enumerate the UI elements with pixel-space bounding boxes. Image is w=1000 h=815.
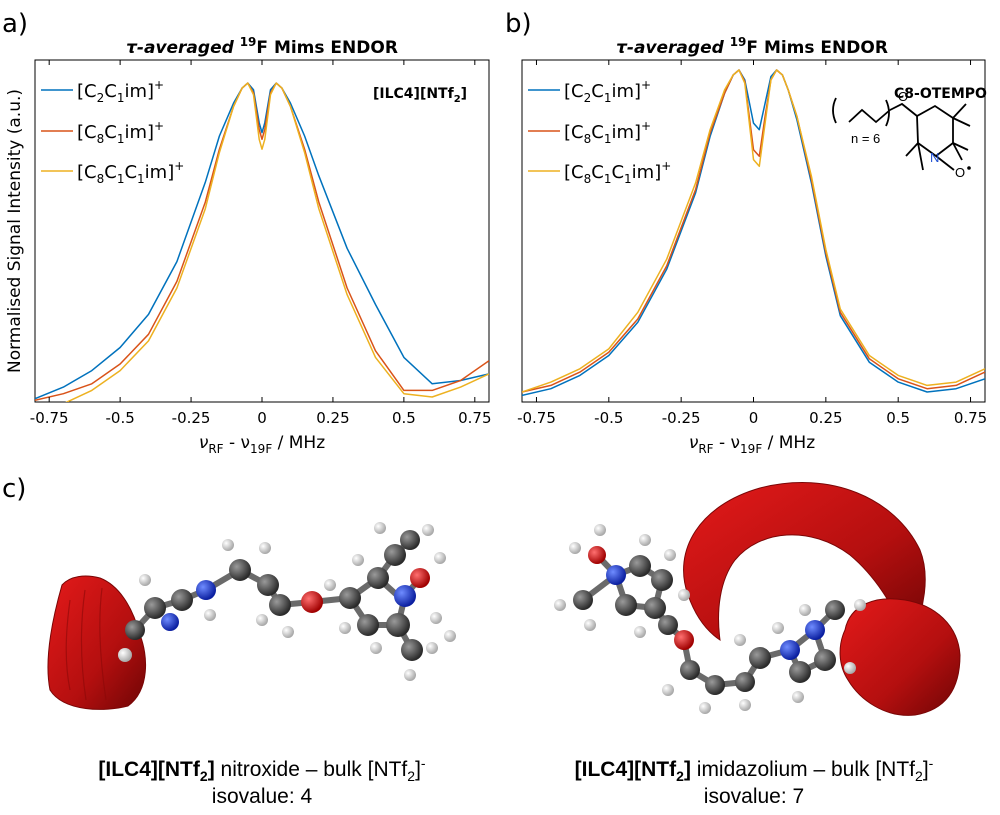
legend-a-entry-2: [C8C1im]+ (77, 119, 164, 146)
chart-b-xtick-label: 0.25 (809, 409, 842, 427)
chart-b-series-line-3 (522, 69, 985, 393)
chart-a-xtick-label: 0.75 (458, 409, 491, 427)
methyl-groups-right (952, 142, 969, 161)
atom-n: N (930, 150, 939, 165)
n-equals-label: n = 6 (851, 131, 880, 146)
molecule-right-imidazolium (554, 482, 961, 716)
chart-b-title: τ-averaged 19F Mims ENDOR (616, 35, 888, 58)
piperidine-ring (889, 102, 954, 158)
chart-b-xtick-label: -0.25 (662, 409, 701, 427)
chart-b-xlabel: νRF - ν19F / MHz (689, 433, 815, 456)
chart-a-series-line-3 (65, 82, 489, 402)
chart-a-xtick-label: 0.25 (316, 409, 349, 427)
isosurface-left-folds (65, 587, 107, 701)
chart-a-xtick-label: -0.5 (105, 409, 134, 427)
n-o-bond (935, 155, 955, 171)
chart-a-xtick-label: 0.5 (392, 409, 416, 427)
caption-right-line2: isovalue: 7 (704, 785, 804, 808)
chart-b-xtick-label: 0.5 (886, 409, 910, 427)
methyl-groups-left (905, 103, 971, 171)
isosurface-left (47, 575, 147, 710)
chart-a-title: τ-averaged 19F Mims ENDOR (126, 35, 398, 58)
panel-label-b: b) (505, 9, 532, 39)
chart-b-xtick-label: -0.5 (594, 409, 623, 427)
bracket-right (885, 99, 890, 127)
legend-a-entry-1: [C2C1im]+ (77, 78, 164, 105)
chart-a-annotation: [ILC4][NTf2] (373, 86, 467, 105)
chart-b-series (522, 69, 985, 397)
chart-b-series-line-2 (522, 69, 985, 393)
legend-b-entry-3: [C8C1C1im]+ (564, 159, 671, 186)
chart-b-frame (521, 59, 986, 403)
chart-a-series-line-1 (35, 82, 489, 400)
c8-otempo-structure (832, 97, 971, 171)
chart-a-xtick-label: -0.25 (172, 409, 211, 427)
chart-b-series-line-1 (522, 69, 985, 397)
chart-a-xtick-label: 0 (257, 409, 267, 427)
bracket-left (832, 97, 837, 124)
chart-b-xtick-label: 0 (749, 409, 759, 427)
legend-b-entry-1: [C2C1im]+ (564, 78, 651, 105)
chart-panel-a: τ-averaged 19F Mims ENDOR -0.75 -0.5 -0.25… (5, 35, 492, 456)
chart-a-legend: [C2C1im]+ [C8C1im]+ [C8C1C1im]+ (41, 78, 184, 186)
legend-a-entry-3: [C8C1C1im]+ (77, 159, 184, 186)
chart-a-ylabel: Normalised Signal Intensity (a.u.) (5, 89, 25, 373)
caption-left-line1: [ILC4][NTf2] nitroxide – bulk [NTf2]- (98, 755, 426, 784)
chart-b-xtick-label: -0.75 (517, 409, 556, 427)
chart-a-xlabel: νRF - ν19F / MHz (199, 433, 325, 456)
chart-a-xticks: -0.75 -0.5 -0.25 0 0.25 0.5 0.75 (30, 60, 492, 427)
chart-a-frame (34, 59, 490, 403)
alkyl-chain (848, 108, 891, 124)
panel-label-a: a) (2, 9, 28, 39)
caption-left-line2: isovalue: 4 (212, 785, 313, 808)
chart-a-series-line-2 (35, 82, 489, 402)
panel-label-c: c) (2, 474, 26, 504)
atom-o-radical: O (955, 165, 965, 180)
atoms-right (554, 524, 866, 714)
chart-b-xticks: -0.75 -0.5 -0.25 0 0.25 0.5 0.75 (517, 60, 987, 427)
chart-b-annotation: C8-OTEMPO (894, 86, 987, 102)
chart-panel-b: τ-averaged 19F Mims ENDOR -0.75 -0.5 -0.25… (517, 35, 987, 456)
chart-a-series (35, 82, 489, 402)
chart-b-legend: [C2C1im]+ [C8C1im]+ [C8C1C1im]+ (528, 78, 671, 186)
isosurface-right-lobe (839, 598, 961, 716)
chart-b-xtick-label: 0.75 (954, 409, 987, 427)
atoms-left (118, 522, 456, 681)
atom-o-ether: O (898, 89, 908, 104)
radical-dot (967, 166, 971, 170)
legend-b-entry-2: [C8C1im]+ (564, 119, 651, 146)
chart-a-xtick-label: -0.75 (30, 409, 69, 427)
caption-right-line1: [ILC4][NTf2] imidazolium – bulk [NTf2]- (575, 755, 934, 784)
molecule-left-nitroxide (47, 522, 456, 710)
